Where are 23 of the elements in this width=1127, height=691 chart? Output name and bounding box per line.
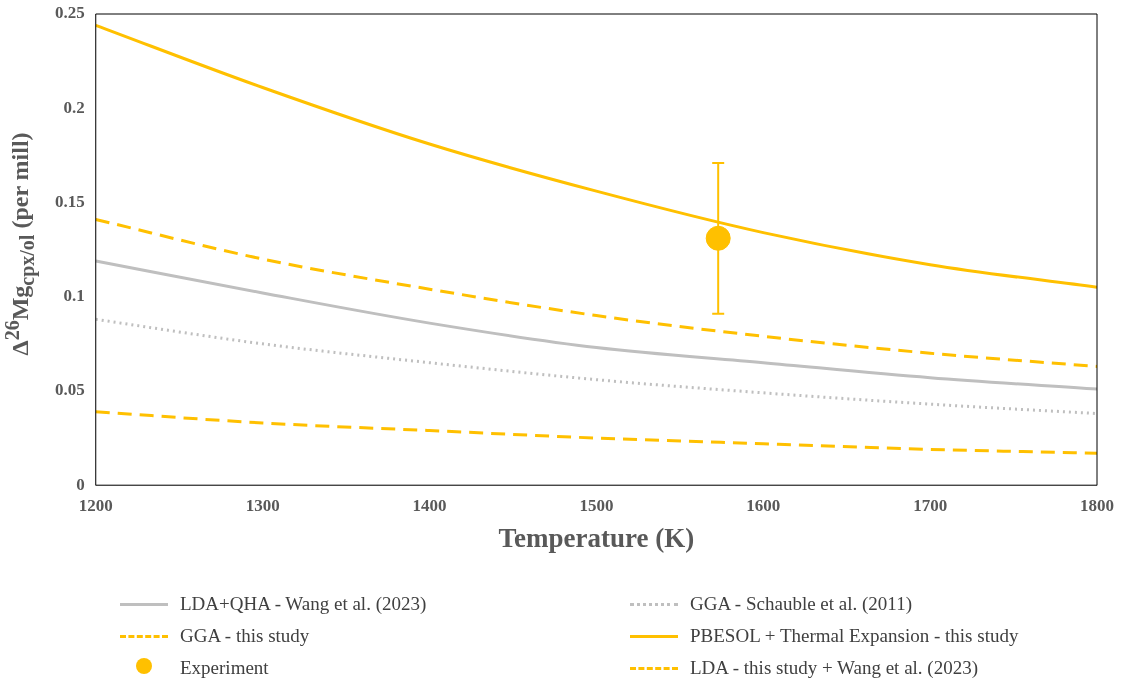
- legend-label: LDA - this study + Wang et al. (2023): [690, 657, 978, 679]
- x-tick-label: 1200: [78, 495, 113, 515]
- legend-label: GGA - Schauble et al. (2011): [690, 593, 912, 615]
- y-tick-label: 0.2: [63, 97, 85, 117]
- line-series: [95, 259, 1097, 391]
- y-tick-label: 0.1: [63, 286, 85, 306]
- legend-label: PBESOL + Thermal Expansion - this study: [690, 625, 1019, 647]
- x-tick-label: 1700: [913, 495, 948, 515]
- y-tick-label: 0.05: [55, 380, 85, 400]
- x-tick-label: 1300: [245, 495, 280, 515]
- legend-label: GGA - this study: [180, 625, 310, 647]
- x-tick-label: 1800: [1080, 495, 1114, 515]
- line-series: [95, 317, 1097, 416]
- x-tick-label: 1500: [579, 495, 614, 515]
- y-tick-label: 0.15: [55, 191, 85, 211]
- line-series: [95, 410, 1097, 455]
- y-tick-label: 0.25: [55, 3, 85, 23]
- x-tick-label: 1400: [412, 495, 447, 515]
- y-tick-label: 0: [76, 474, 85, 494]
- legend-label: Experiment: [180, 657, 269, 679]
- legend-label: LDA+QHA - Wang et al. (2023): [180, 593, 427, 615]
- x-tick-label: 1600: [746, 495, 781, 515]
- x-axis-title: Temperature (K): [498, 522, 695, 553]
